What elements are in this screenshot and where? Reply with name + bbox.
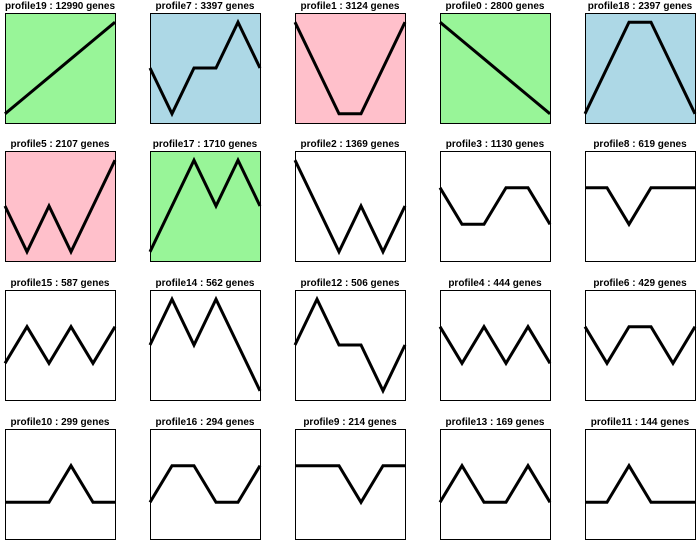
- panel-title: profile9 : 214 genes: [303, 417, 397, 428]
- panel-title: profile14 : 562 genes: [156, 278, 255, 289]
- panel-title: profile16 : 294 genes: [156, 417, 255, 428]
- profile-panel: profile5 : 2107 genes: [5, 139, 116, 262]
- panel-title: profile15 : 587 genes: [11, 278, 110, 289]
- profile-panel: profile2 : 1369 genes: [295, 139, 406, 262]
- panel-frame: [296, 152, 406, 262]
- profile-panel: profile14 : 562 genes: [150, 278, 261, 401]
- profile-panel: profile7 : 3397 genes: [150, 1, 261, 124]
- profile-panel: profile17 : 1710 genes: [150, 139, 261, 262]
- panel-title: profile12 : 506 genes: [301, 278, 400, 289]
- panel-title: profile17 : 1710 genes: [153, 139, 258, 150]
- profile-panel: profile8 : 619 genes: [585, 139, 696, 262]
- panel-frame: [151, 152, 261, 262]
- panel-title: profile4 : 444 genes: [448, 278, 542, 289]
- profile-panel: profile1 : 3124 genes: [295, 1, 406, 124]
- panel-title: profile10 : 299 genes: [11, 417, 110, 428]
- panel-title: profile6 : 429 genes: [593, 278, 687, 289]
- panel-title: profile11 : 144 genes: [591, 417, 690, 428]
- profile-panel: profile15 : 587 genes: [5, 278, 116, 401]
- profile-panel: profile16 : 294 genes: [150, 417, 261, 540]
- panel-title: profile1 : 3124 genes: [301, 1, 400, 12]
- profile-panel: profile6 : 429 genes: [585, 278, 696, 401]
- panel-frame: [296, 14, 406, 124]
- panel-frame: [441, 430, 551, 540]
- profile-panel: profile12 : 506 genes: [295, 278, 406, 401]
- panel-title: profile8 : 619 genes: [593, 139, 687, 150]
- panel-title: profile0 : 2800 genes: [446, 1, 545, 12]
- profile-panel: profile4 : 444 genes: [440, 278, 551, 401]
- profile-panel: profile9 : 214 genes: [295, 417, 406, 540]
- profile-panel: profile13 : 169 genes: [440, 417, 551, 540]
- profile-panel: profile10 : 299 genes: [5, 417, 116, 540]
- panel-frame: [586, 14, 696, 124]
- profile-panel: profile0 : 2800 genes: [440, 1, 551, 124]
- panel-title: profile2 : 1369 genes: [301, 139, 400, 150]
- panel-title: profile19 : 12990 genes: [5, 1, 115, 12]
- panel-title: profile18 : 2397 genes: [588, 1, 693, 12]
- profile-panel: profile11 : 144 genes: [585, 417, 696, 540]
- panel-title: profile13 : 169 genes: [446, 417, 545, 428]
- panel-frame: [6, 152, 116, 262]
- profile-panel: profile3 : 1130 genes: [440, 139, 551, 262]
- panel-frame: [586, 291, 696, 401]
- panel-title: profile7 : 3397 genes: [156, 1, 255, 12]
- profile-panel: profile19 : 12990 genes: [5, 1, 116, 124]
- panel-title: profile5 : 2107 genes: [11, 139, 110, 150]
- profile-panel: profile18 : 2397 genes: [585, 1, 696, 124]
- panel-title: profile3 : 1130 genes: [446, 139, 545, 150]
